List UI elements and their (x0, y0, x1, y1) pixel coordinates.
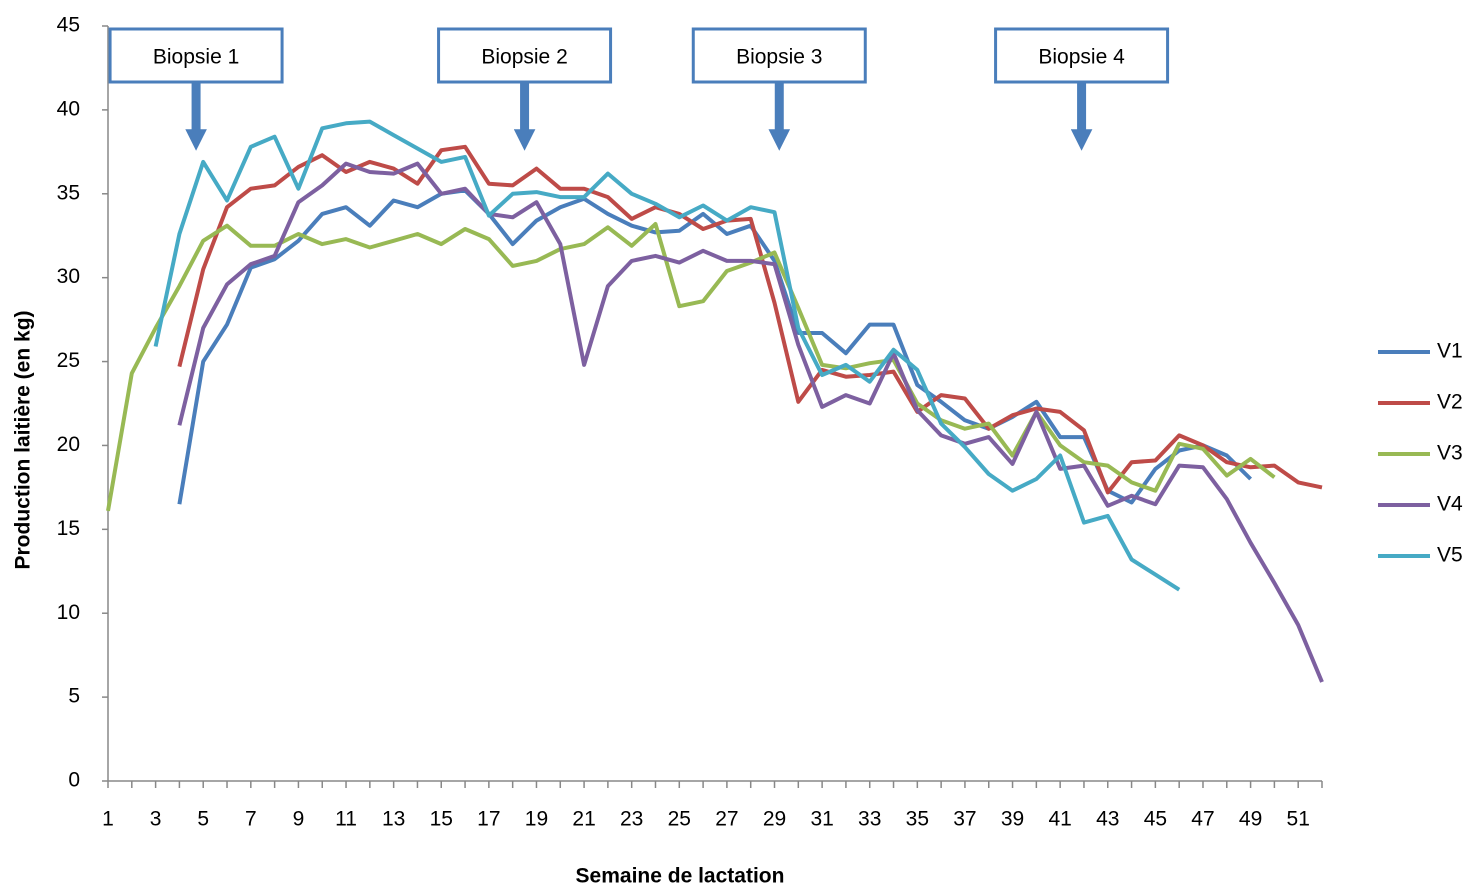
y-axis-label: Production laitière (en kg) (12, 310, 35, 569)
x-tick-label: 23 (620, 808, 643, 831)
annotation-text: Biopsie 1 (153, 46, 239, 69)
x-tick-label: 49 (1239, 808, 1262, 831)
x-tick-label: 5 (197, 808, 209, 831)
annotation-box (437, 27, 613, 84)
x-tick-label: 11 (335, 808, 357, 831)
y-tick-label: 35 (57, 181, 80, 204)
x-tick-label: 7 (245, 808, 257, 831)
series-line (177, 144, 1323, 495)
legend-label: V2 (1437, 391, 1463, 414)
x-tick-label: 19 (525, 808, 548, 831)
x-tick-label: 45 (1144, 808, 1167, 831)
annotation-text: Biopsie 3 (736, 46, 822, 69)
series-line (177, 161, 1324, 683)
x-tick-label: 37 (953, 808, 976, 831)
annotation-box (994, 27, 1170, 84)
y-tick-label: 15 (57, 517, 80, 540)
legend-label: V1 (1437, 340, 1463, 363)
y-tick-label: 30 (57, 265, 80, 288)
y-tick-label: 10 (57, 601, 80, 624)
annotation-box (691, 27, 867, 84)
series-line (106, 222, 1276, 512)
x-tick-label: 13 (382, 808, 405, 831)
x-axis-label: Semaine de lactation (576, 865, 785, 888)
y-tick-label: 0 (68, 769, 80, 792)
annotation-text: Biopsie 4 (1038, 46, 1125, 69)
y-tick-label: 20 (57, 433, 80, 456)
y-tick-label: 45 (57, 14, 80, 37)
x-tick-label: 41 (1048, 808, 1071, 831)
y-tick-label: 25 (57, 349, 80, 372)
legend-label: V5 (1437, 544, 1463, 567)
annotation-text: Biopsie 2 (481, 46, 567, 69)
x-tick-label: 9 (293, 808, 305, 831)
x-tick-label: 31 (810, 808, 833, 831)
y-tick-label: 40 (57, 97, 80, 120)
y-tick-label: 5 (68, 685, 80, 708)
x-tick-label: 47 (1191, 808, 1214, 831)
x-tick-label: 43 (1096, 808, 1119, 831)
series-line (153, 119, 1181, 592)
legend-label: V4 (1437, 493, 1463, 516)
x-tick-label: 51 (1287, 808, 1310, 831)
x-tick-label: 27 (715, 808, 738, 831)
x-tick-label: 15 (430, 808, 453, 831)
x-tick-label: 1 (102, 808, 114, 831)
legend-label: V3 (1437, 442, 1463, 465)
x-tick-label: 33 (858, 808, 881, 831)
x-tick-label: 35 (906, 808, 929, 831)
series-line (177, 188, 1253, 505)
annotation-box (108, 27, 284, 84)
x-tick-label: 29 (763, 808, 786, 831)
x-tick-label: 17 (477, 808, 500, 831)
x-tick-label: 39 (1001, 808, 1024, 831)
x-tick-label: 3 (150, 808, 162, 831)
x-tick-label: 21 (572, 808, 595, 831)
x-tick-label: 25 (668, 808, 691, 831)
